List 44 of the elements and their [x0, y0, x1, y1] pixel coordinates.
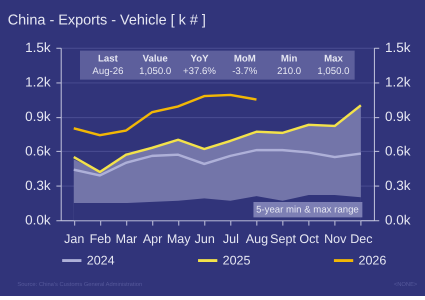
line-series: [72, 94, 258, 136]
y2-tick-label: 1.5k: [385, 40, 411, 56]
series-label: 5-year min & max range: [256, 204, 359, 216]
annotation: Min: [280, 53, 298, 64]
annotation: MoM: [234, 53, 256, 64]
annotation: +37.6%: [183, 66, 216, 77]
annotation: 1,050.0: [139, 66, 172, 77]
y-tick-label: 1.5k: [25, 40, 51, 56]
legend-label: 2025: [222, 253, 250, 268]
x-tick-label: Nov: [324, 232, 348, 246]
x-tick-label: Jul: [222, 232, 239, 246]
annotation: Max: [324, 53, 344, 64]
chart-title: China - Exports - Vehicle [ k # ]: [8, 12, 206, 29]
x-tick-label: Apr: [142, 232, 162, 246]
annotation: 1,050.0: [317, 66, 350, 77]
line-series: [72, 104, 362, 174]
x-tick-label: Oct: [299, 232, 320, 246]
x-tick-label: Aug: [246, 232, 268, 246]
annotation: Last: [98, 53, 119, 64]
legend-label: 2024: [86, 253, 115, 268]
x-tick-label: Sept: [270, 232, 296, 246]
annotation: Aug-26: [92, 66, 124, 77]
legend-label: 2026: [358, 253, 386, 268]
x-tick-label: May: [166, 232, 192, 246]
y-tick-label: 1.2k: [25, 74, 51, 90]
annotation: Value: [142, 53, 168, 64]
y2-tick-label: 0.3k: [385, 178, 411, 194]
y2-tick-label: 1.2k: [385, 74, 411, 90]
x-tick-label: Mar: [116, 232, 138, 246]
annotation: -3.7%: [232, 66, 258, 77]
x-tick-label: Jan: [64, 232, 84, 246]
y2-tick-label: 0.9k: [385, 109, 411, 124]
y-tick-label: 0.0k: [25, 212, 51, 228]
y-tick-label: 0.9k: [25, 109, 51, 124]
annotation: YoY: [190, 53, 210, 64]
y-tick-label: 0.6k: [25, 144, 51, 159]
y-tick-label: 0.3k: [25, 178, 51, 194]
x-tick-label: Jun: [194, 232, 215, 246]
y2-tick-label: 0.6k: [385, 144, 411, 159]
x-tick-label: Dec: [350, 232, 372, 246]
x-tick-label: Feb: [90, 232, 112, 246]
line-series: [72, 148, 362, 177]
annotation: 210.0: [277, 66, 302, 77]
y2-tick-label: 0.0k: [385, 212, 411, 228]
